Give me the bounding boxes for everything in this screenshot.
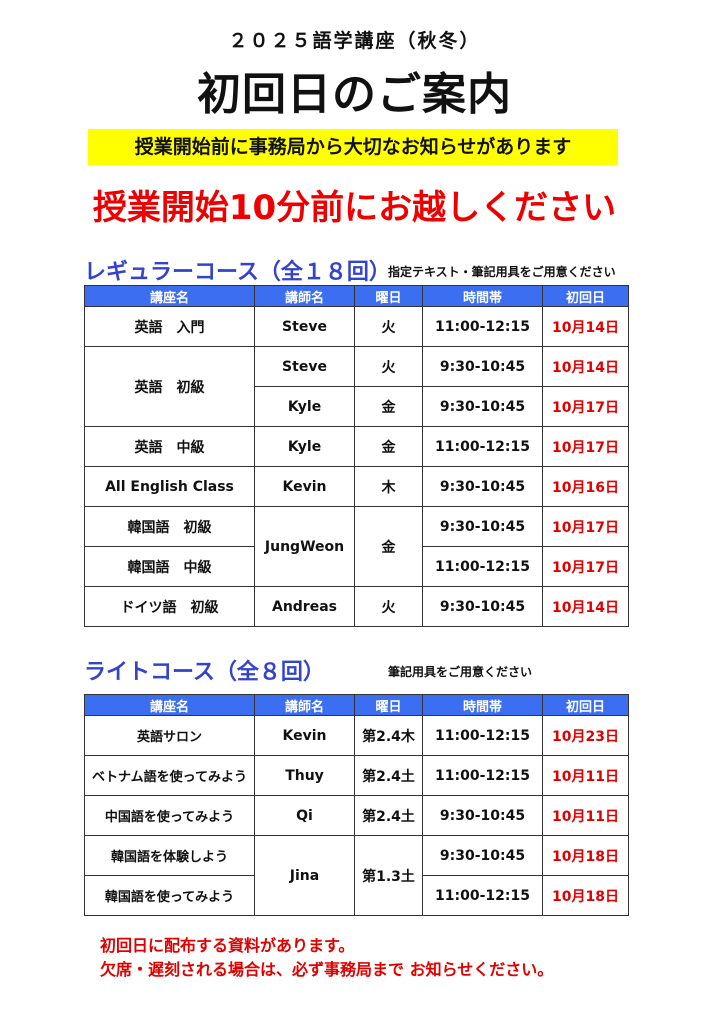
cell-course-name: 韓国語を体験しよう bbox=[84, 835, 255, 876]
notice-banner: 授業開始前に事務局から大切なお知らせがあります bbox=[88, 129, 618, 165]
cell-first-date: 10月14日 bbox=[542, 346, 629, 387]
cell-teacher: Jina bbox=[254, 835, 355, 916]
cell-course-name: 英語 初級 bbox=[84, 346, 255, 427]
light-course-title: ライトコース（全８回） bbox=[84, 660, 325, 685]
column-header-first-date: 初回日 bbox=[542, 694, 629, 716]
cell-weekday: 火 bbox=[354, 306, 423, 347]
cell-time: 11:00-12:15 bbox=[422, 875, 543, 916]
light-course-table: 講座名 講師名 曜日 時間帯 初回日 英語サロン Kevin 第2.4木 11:00-12:1… bbox=[84, 694, 629, 916]
column-header-course-name: 講座名 bbox=[84, 694, 255, 716]
cell-weekday: 第2.4土 bbox=[354, 795, 423, 836]
arrival-notice: 授業開始10分前にお越しください bbox=[92, 188, 617, 228]
cell-first-date: 10月18日 bbox=[542, 875, 629, 916]
table-row: 英語 中級 Kyle 金 11:00-12:15 10月17日 bbox=[84, 426, 629, 467]
cell-teacher: Kyle bbox=[254, 426, 355, 467]
column-header-teacher: 講師名 bbox=[254, 285, 355, 307]
cell-first-date: 10月17日 bbox=[542, 506, 629, 547]
cell-time: 11:00-12:15 bbox=[422, 715, 543, 756]
light-course-note: 筆記用具をご用意ください bbox=[388, 665, 533, 679]
table-row: 韓国語 中級 11:00-12:15 10月17日 bbox=[84, 546, 629, 587]
page-title: 初回日のご案内 bbox=[197, 69, 512, 120]
cell-weekday: 木 bbox=[354, 466, 423, 507]
footer-notes: 初回日に配布する資料があります。 欠席・遅刻される場合は、必ず事務局まで お知ら… bbox=[100, 934, 553, 982]
cell-course-name: 英語サロン bbox=[84, 715, 255, 756]
cell-first-date: 10月11日 bbox=[542, 795, 629, 836]
cell-first-date: 10月17日 bbox=[542, 386, 629, 427]
cell-course-name: 中国語を使ってみよう bbox=[84, 795, 255, 836]
cell-first-date: 10月17日 bbox=[542, 546, 629, 587]
cell-course-name: 英語 中級 bbox=[84, 426, 255, 467]
column-header-weekday: 曜日 bbox=[354, 694, 423, 716]
cell-first-date: 10月11日 bbox=[542, 755, 629, 796]
cell-first-date: 10月17日 bbox=[542, 426, 629, 467]
cell-time: 9:30-10:45 bbox=[422, 506, 543, 547]
table-row: 韓国語を使ってみよう 11:00-12:15 10月18日 bbox=[84, 875, 629, 916]
cell-time: 11:00-12:15 bbox=[422, 426, 543, 467]
cell-course-name: ドイツ語 初級 bbox=[84, 586, 255, 627]
cell-weekday: 第2.4土 bbox=[354, 755, 423, 796]
table-row: All English Class Kevin 木 9:30-10:45 10月16日 bbox=[84, 466, 629, 507]
cell-teacher: Andreas bbox=[254, 586, 355, 627]
cell-course-name: 韓国語 中級 bbox=[84, 546, 255, 587]
table-row: 中国語を使ってみよう Qi 第2.4土 9:30-10:45 10月11日 bbox=[84, 795, 629, 836]
column-header-teacher: 講師名 bbox=[254, 694, 355, 716]
column-header-first-date: 初回日 bbox=[542, 285, 629, 307]
cell-first-date: 10月14日 bbox=[542, 586, 629, 627]
cell-teacher: Qi bbox=[254, 795, 355, 836]
cell-course-name: 韓国語を使ってみよう bbox=[84, 875, 255, 916]
cell-course-name: All English Class bbox=[84, 466, 255, 507]
cell-weekday: 金 bbox=[354, 426, 423, 467]
cell-weekday: 第1.3土 bbox=[354, 835, 423, 916]
cell-weekday: 火 bbox=[354, 586, 423, 627]
table-row: 英語サロン Kevin 第2.4木 11:00-12:15 10月23日 bbox=[84, 715, 629, 756]
cell-teacher: Steve bbox=[254, 346, 355, 387]
cell-course-name: ベトナム語を使ってみよう bbox=[84, 755, 255, 796]
cell-time: 9:30-10:45 bbox=[422, 466, 543, 507]
column-header-weekday: 曜日 bbox=[354, 285, 423, 307]
cell-first-date: 10月14日 bbox=[542, 306, 629, 347]
cell-teacher: Kevin bbox=[254, 466, 355, 507]
subtitle: ２０２５語学講座（秋冬） bbox=[228, 30, 481, 52]
cell-first-date: 10月16日 bbox=[542, 466, 629, 507]
table-header-row: 講座名 講師名 曜日 時間帯 初回日 bbox=[84, 694, 629, 716]
footer-line: 初回日に配布する資料があります。 bbox=[100, 936, 355, 955]
regular-course-table: 講座名 講師名 曜日 時間帯 初回日 英語 入門 Steve 火 11:00-12:15 10月… bbox=[84, 285, 629, 627]
regular-course-note: 指定テキスト・筆記用具をご用意ください bbox=[388, 265, 616, 279]
cell-teacher: Steve bbox=[254, 306, 355, 347]
cell-weekday: 第2.4木 bbox=[354, 715, 423, 756]
table-row: 韓国語 初級 JungWeon 金 9:30-10:45 10月17日 bbox=[84, 506, 629, 587]
column-header-course-name: 講座名 bbox=[84, 285, 255, 307]
table-row: 英語 入門 Steve 火 11:00-12:15 10月14日 bbox=[84, 306, 629, 347]
cell-first-date: 10月18日 bbox=[542, 835, 629, 876]
table-row: ドイツ語 初級 Andreas 火 9:30-10:45 10月14日 bbox=[84, 586, 629, 627]
cell-weekday: 金 bbox=[354, 506, 423, 587]
cell-weekday: 火 bbox=[354, 346, 423, 387]
table-row: Kyle 金 9:30-10:45 10月17日 bbox=[85, 386, 629, 427]
cell-time: 9:30-10:45 bbox=[422, 386, 543, 427]
cell-time: 11:00-12:15 bbox=[422, 546, 543, 587]
table-row: 英語 初級 Steve 火 9:30-10:45 10月14日 bbox=[84, 346, 629, 427]
cell-teacher: JungWeon bbox=[254, 506, 355, 587]
footer-line: 欠席・遅刻される場合は、必ず事務局まで お知らせください。 bbox=[100, 960, 554, 979]
cell-time: 9:30-10:45 bbox=[422, 346, 543, 387]
column-header-time: 時間帯 bbox=[422, 285, 543, 307]
cell-time: 11:00-12:15 bbox=[422, 755, 543, 796]
cell-course-name: 韓国語 初級 bbox=[84, 506, 255, 547]
table-row: 韓国語を体験しよう Jina 第1.3土 9:30-10:45 10月18日 bbox=[84, 835, 629, 916]
cell-course-name: 英語 入門 bbox=[84, 306, 255, 347]
cell-time: 9:30-10:45 bbox=[422, 795, 543, 836]
column-header-time: 時間帯 bbox=[422, 694, 543, 716]
cell-first-date: 10月23日 bbox=[542, 715, 629, 756]
cell-teacher: Kyle bbox=[254, 386, 355, 427]
regular-course-title: レギュラーコース（全１８回） bbox=[84, 260, 391, 285]
table-row: ベトナム語を使ってみよう Thuy 第2.4土 11:00-12:15 10月11日 bbox=[84, 755, 629, 796]
cell-time: 9:30-10:45 bbox=[422, 586, 543, 627]
cell-time: 9:30-10:45 bbox=[422, 835, 543, 876]
table-header-row: 講座名 講師名 曜日 時間帯 初回日 bbox=[84, 285, 629, 307]
cell-time: 11:00-12:15 bbox=[422, 306, 543, 347]
cell-teacher: Kevin bbox=[254, 715, 355, 756]
cell-teacher: Thuy bbox=[254, 755, 355, 796]
cell-weekday: 金 bbox=[354, 386, 423, 427]
